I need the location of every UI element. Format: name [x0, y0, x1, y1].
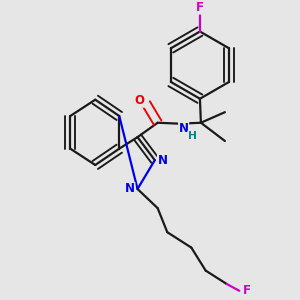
Text: F: F [196, 1, 204, 14]
Text: N: N [178, 122, 189, 135]
Text: N: N [158, 154, 167, 167]
Text: N: N [125, 182, 135, 196]
Text: H: H [188, 131, 197, 141]
Text: F: F [243, 284, 251, 297]
Text: O: O [134, 94, 144, 107]
